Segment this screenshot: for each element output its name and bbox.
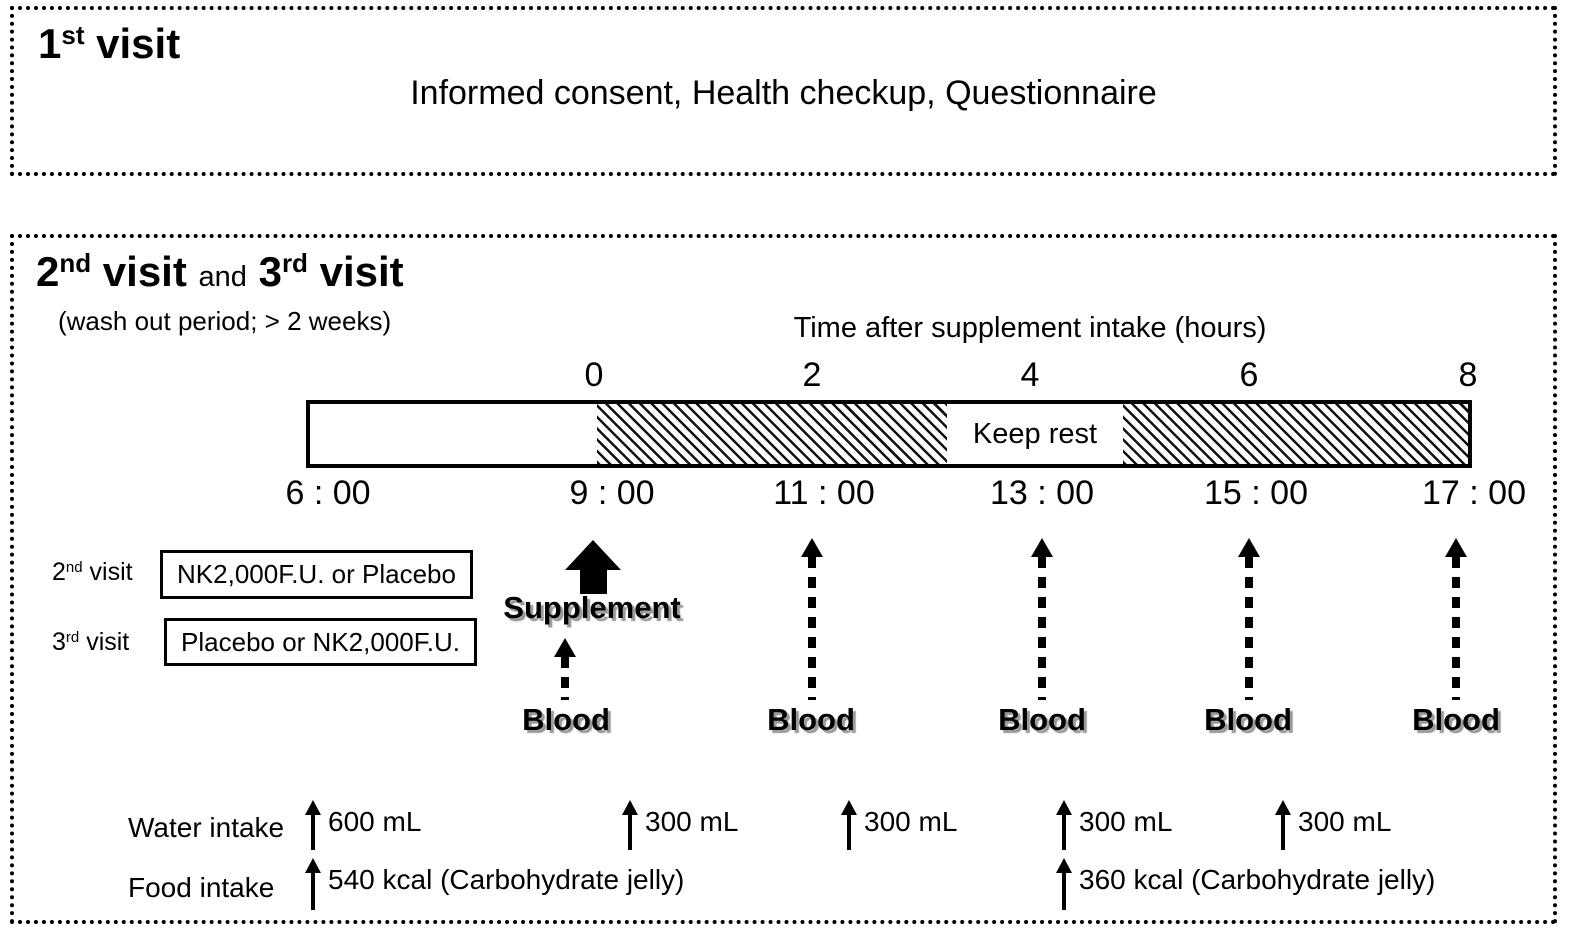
water-amount: 300 mL <box>1079 806 1173 837</box>
third-visit-ordinal: rd <box>281 248 308 278</box>
blood-arrow-icon-13-00 <box>1031 538 1053 700</box>
food-arrow-icon <box>1056 858 1072 910</box>
water-intake-item: 300 mL <box>841 800 957 850</box>
washout-period-note: (wash out period; > 2 weeks) <box>58 306 392 336</box>
keep-rest-segment: Keep rest <box>947 404 1123 464</box>
first-visit-ordinal: st <box>61 20 85 50</box>
food-amount: 360 kcal (Carbohydrate jelly) <box>1079 864 1436 895</box>
time-6-00: 6 : 00 <box>285 474 371 512</box>
blood-label-11-00: Blood <box>767 702 855 737</box>
supplement-arrow-icon <box>565 540 621 594</box>
time-9-00: 9 : 00 <box>569 474 655 512</box>
axis-tick-0: 0 <box>584 356 604 394</box>
water-intake-label: Water intake <box>128 812 285 843</box>
post-supplement-segment-2 <box>1123 404 1468 464</box>
water-arrow-icon <box>1275 800 1291 850</box>
pre-supplement-segment <box>310 404 597 464</box>
water-intake-item: 300 mL <box>1056 800 1172 850</box>
third-visit-treatment-box: Placebo or NK2,000F.U. <box>164 618 477 666</box>
water-amount: 300 mL <box>864 806 958 837</box>
blood-arrow-icon-9-00 <box>554 638 576 700</box>
first-visit-title: 1st visit <box>38 20 180 68</box>
third-visit-number: 3 <box>258 248 282 295</box>
timeline-bar: Keep rest <box>306 400 1472 468</box>
third-visit-row-label: 3rd visit <box>52 628 130 656</box>
water-arrow-icon <box>622 800 638 850</box>
time-17-00: 17 : 00 <box>1422 474 1526 512</box>
first-visit-word: visit <box>84 20 181 67</box>
water-amount: 300 mL <box>645 806 739 837</box>
post-supplement-segment-1 <box>597 404 947 464</box>
food-intake-item: 360 kcal (Carbohydrate jelly) <box>1056 858 1435 910</box>
first-visit-panel: 1st visit Informed consent, Health check… <box>10 6 1557 176</box>
axis-title: Time after supplement intake (hours) <box>793 312 1267 344</box>
axis-tick-6: 6 <box>1239 356 1259 394</box>
food-intake-item: 540 kcal (Carbohydrate jelly) <box>305 858 684 910</box>
water-arrow-icon <box>841 800 857 850</box>
time-11-00: 11 : 00 <box>773 474 875 512</box>
axis-tick-2: 2 <box>802 356 822 394</box>
second-visit-row-label: 2nd visit <box>52 558 133 586</box>
food-intake-label: Food intake <box>128 872 275 903</box>
blood-label-15-00: Blood <box>1204 702 1292 737</box>
time-13-00: 13 : 00 <box>990 474 1094 512</box>
water-amount: 600 mL <box>328 806 422 837</box>
blood-arrow-icon-11-00 <box>801 538 823 700</box>
water-arrow-icon <box>305 800 321 850</box>
blood-arrow-icon-15-00 <box>1238 538 1260 700</box>
blood-label-9-00: Blood <box>522 702 610 737</box>
food-amount: 540 kcal (Carbohydrate jelly) <box>328 864 685 895</box>
blood-label-13-00: Blood <box>998 702 1086 737</box>
water-arrow-icon <box>1056 800 1072 850</box>
third-visit-word: visit <box>307 248 404 295</box>
second-third-visit-title: 2nd visit and 3rd visit <box>36 248 404 296</box>
water-amount: 300 mL <box>1298 806 1392 837</box>
water-intake-item: 300 mL <box>622 800 738 850</box>
second-visit-treatment-box: NK2,000F.U. or Placebo <box>160 550 473 599</box>
blood-arrow-icon-17-00 <box>1445 538 1467 700</box>
water-intake-item: 300 mL <box>1275 800 1391 850</box>
supplement-label: Supplement <box>503 590 681 625</box>
blood-label-17-00: Blood <box>1412 702 1500 737</box>
and-word: and <box>198 261 247 293</box>
time-15-00: 15 : 00 <box>1204 474 1308 512</box>
food-arrow-icon <box>305 858 321 910</box>
axis-tick-8: 8 <box>1458 356 1478 394</box>
first-visit-number: 1 <box>38 20 62 67</box>
second-visit-ordinal: nd <box>59 248 92 278</box>
second-visit-number: 2 <box>36 248 60 295</box>
first-visit-activities: Informed consent, Health checkup, Questi… <box>410 74 1157 112</box>
axis-tick-4: 4 <box>1020 356 1040 394</box>
water-intake-item: 600 mL <box>305 800 421 850</box>
second-visit-word: visit <box>91 248 187 295</box>
